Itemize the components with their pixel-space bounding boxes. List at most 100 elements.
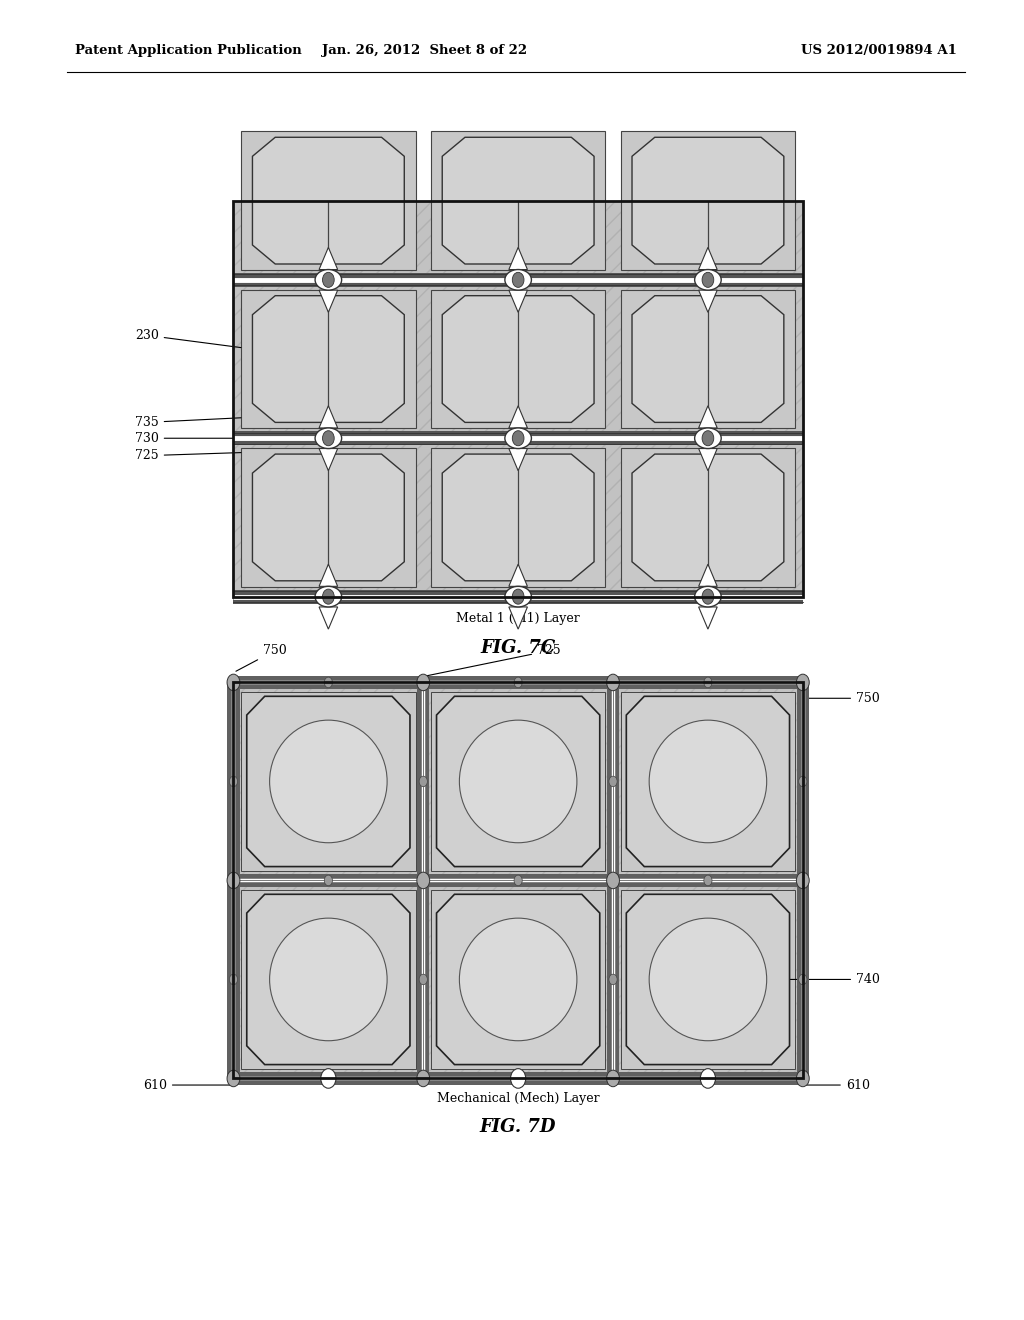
Circle shape — [514, 677, 522, 688]
Polygon shape — [509, 564, 527, 586]
Polygon shape — [698, 247, 717, 269]
Polygon shape — [509, 247, 527, 269]
Text: Metal 1 (M1) Layer: Metal 1 (M1) Layer — [457, 612, 580, 626]
Bar — [233, 682, 803, 1078]
Circle shape — [417, 1071, 430, 1086]
Polygon shape — [247, 895, 410, 1064]
Polygon shape — [632, 296, 783, 422]
Text: 735: 735 — [135, 416, 241, 429]
Polygon shape — [253, 296, 404, 422]
Circle shape — [511, 1069, 525, 1088]
Polygon shape — [509, 290, 527, 313]
Bar — [797, 682, 809, 1078]
Circle shape — [702, 430, 714, 446]
Circle shape — [227, 1071, 240, 1086]
Text: Mechanical (Mech) Layer: Mechanical (Mech) Layer — [437, 1092, 599, 1105]
Polygon shape — [627, 697, 790, 867]
Text: FIG. 7D: FIG. 7D — [480, 1118, 556, 1137]
Polygon shape — [253, 454, 404, 581]
Polygon shape — [698, 607, 717, 630]
Polygon shape — [253, 137, 404, 264]
Bar — [621, 447, 796, 587]
Circle shape — [325, 677, 333, 688]
Circle shape — [700, 1069, 716, 1088]
Ellipse shape — [315, 428, 342, 449]
Polygon shape — [319, 564, 338, 586]
Polygon shape — [698, 405, 717, 428]
Text: US 2012/0019894 A1: US 2012/0019894 A1 — [801, 45, 956, 57]
Ellipse shape — [269, 919, 387, 1040]
Circle shape — [606, 873, 620, 888]
Bar — [233, 682, 803, 1078]
Circle shape — [321, 1069, 336, 1088]
Polygon shape — [509, 405, 527, 428]
Bar — [241, 447, 416, 587]
Circle shape — [702, 589, 714, 605]
Ellipse shape — [315, 586, 342, 607]
Bar — [241, 692, 416, 871]
Circle shape — [799, 974, 807, 985]
Bar — [621, 890, 796, 1069]
Ellipse shape — [269, 721, 387, 842]
Circle shape — [703, 1073, 712, 1084]
Circle shape — [512, 589, 524, 605]
Polygon shape — [319, 607, 338, 630]
Ellipse shape — [649, 919, 767, 1040]
Bar — [233, 432, 803, 445]
Bar — [621, 692, 796, 871]
Ellipse shape — [460, 721, 577, 842]
Polygon shape — [442, 296, 594, 422]
Bar — [431, 692, 605, 871]
Circle shape — [702, 272, 714, 288]
Ellipse shape — [505, 428, 531, 449]
Circle shape — [325, 1073, 333, 1084]
Bar — [431, 289, 605, 429]
Circle shape — [609, 776, 617, 787]
Circle shape — [227, 873, 240, 888]
Bar — [621, 289, 796, 429]
Ellipse shape — [505, 269, 531, 290]
Bar — [233, 201, 803, 597]
Polygon shape — [698, 564, 717, 586]
Bar — [233, 682, 803, 1078]
Text: 750: 750 — [236, 644, 287, 672]
Circle shape — [606, 1071, 620, 1086]
Bar — [241, 289, 416, 429]
Polygon shape — [436, 895, 600, 1064]
Bar — [607, 682, 620, 1078]
Circle shape — [797, 873, 809, 888]
Bar — [233, 1072, 803, 1085]
Circle shape — [229, 974, 238, 985]
Bar — [227, 682, 240, 1078]
Circle shape — [609, 974, 617, 985]
Ellipse shape — [694, 269, 721, 290]
Circle shape — [419, 974, 427, 985]
Circle shape — [799, 776, 807, 787]
Polygon shape — [632, 137, 783, 264]
Bar — [233, 201, 803, 597]
Ellipse shape — [315, 269, 342, 290]
Polygon shape — [436, 697, 600, 867]
Circle shape — [323, 589, 334, 605]
Circle shape — [797, 675, 809, 690]
Circle shape — [512, 272, 524, 288]
Text: 750: 750 — [806, 692, 880, 705]
Text: 725: 725 — [426, 644, 561, 676]
Text: 725: 725 — [135, 449, 241, 462]
Circle shape — [229, 776, 238, 787]
Polygon shape — [319, 247, 338, 269]
Polygon shape — [247, 697, 410, 867]
Ellipse shape — [694, 428, 721, 449]
Circle shape — [417, 873, 430, 888]
Ellipse shape — [694, 586, 721, 607]
Bar — [621, 131, 796, 271]
Circle shape — [514, 875, 522, 886]
Bar — [233, 874, 803, 887]
Polygon shape — [698, 290, 717, 313]
Ellipse shape — [460, 919, 577, 1040]
Polygon shape — [627, 895, 790, 1064]
Polygon shape — [509, 607, 527, 630]
Bar — [431, 890, 605, 1069]
Bar — [431, 447, 605, 587]
Circle shape — [514, 1073, 522, 1084]
